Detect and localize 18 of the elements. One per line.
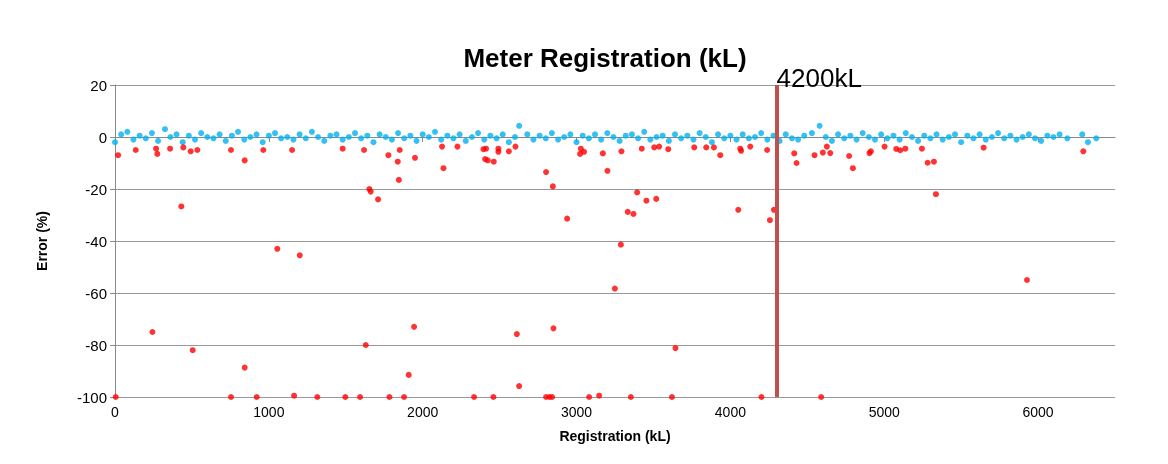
y-tick-label: 0 [98,128,107,146]
y-tick-label: 20 [90,76,107,94]
y-axis-title: Error (%) [34,211,50,271]
x-tick-label: 1000 [253,404,285,420]
y-tick-label: -80 [85,336,107,354]
x-tick-label: 3000 [560,404,593,420]
x-tick-label: 2000 [407,404,439,420]
x-tick-label: 6000 [1022,404,1054,420]
y-tick-label: -60 [85,284,107,302]
chart-title: Meter Registration (kL) [463,43,747,73]
x-tick-label: 0 [111,404,120,420]
y-tick-label: -40 [85,232,107,250]
y-tick-label: -100 [76,388,107,406]
x-axis-title: Registration (kL) [559,428,671,444]
ref-line-label: 4200kL [776,63,862,93]
y-tick-label: -20 [85,180,107,198]
x-tick-label: 5000 [868,404,901,420]
x-tick-label: 4000 [714,404,747,420]
